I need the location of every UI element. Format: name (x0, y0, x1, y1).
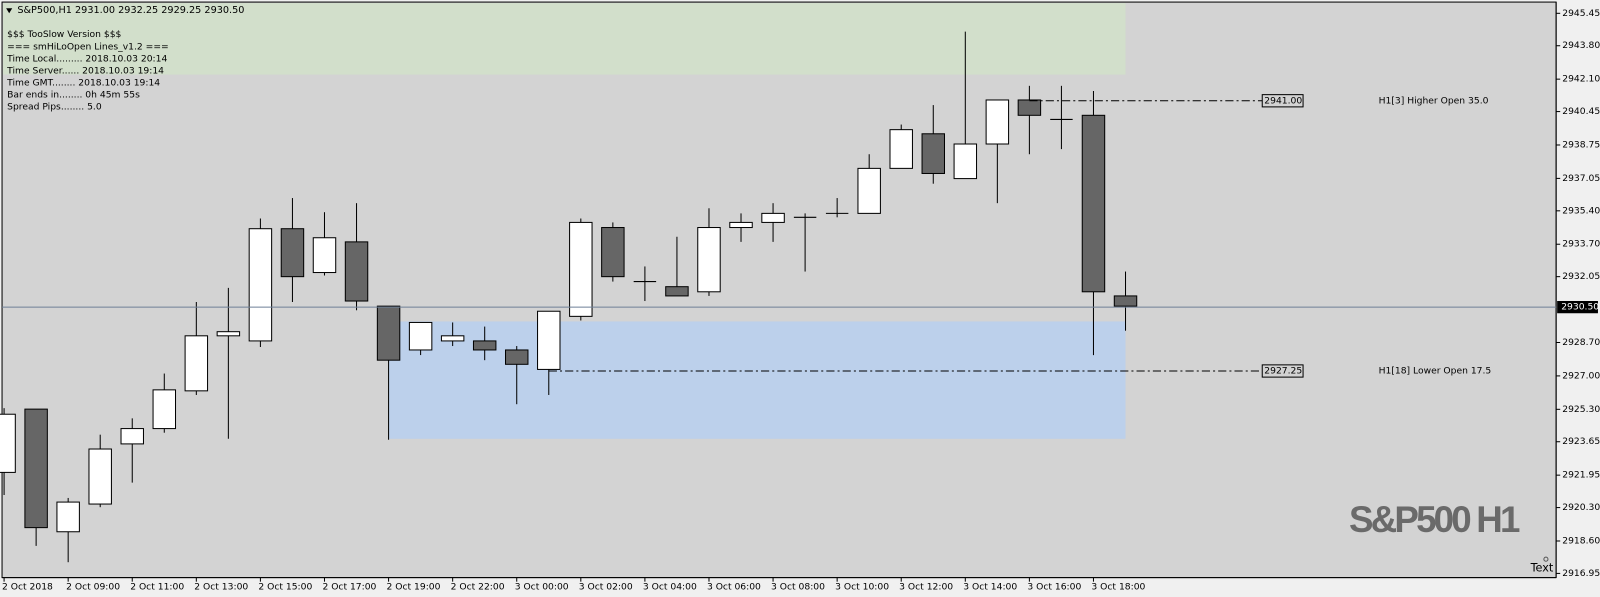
candle-body (216, 331, 241, 337)
info-line: Time Server...... 2018.10.03 19:14 (6, 65, 164, 76)
x-tick-label: 2 Oct 15:00 (258, 581, 312, 592)
current-price-box (1557, 300, 1598, 314)
y-tick-label: 2927.00 (1562, 370, 1600, 381)
candle-body (440, 335, 465, 342)
watermark: S&P500 H1 (1349, 499, 1520, 540)
candle-body (697, 227, 721, 293)
level-label-box (1261, 364, 1304, 378)
candle-body (152, 389, 177, 430)
candle-body (184, 335, 209, 392)
x-tick-label: 3 Oct 18:00 (1091, 581, 1145, 592)
level-label-box (1261, 94, 1304, 108)
current-price-label: 2930.50 (1561, 302, 1599, 313)
y-tick-label: 2935.40 (1562, 205, 1600, 216)
y-tick-label: 2940.45 (1562, 106, 1600, 117)
candle-body (248, 228, 273, 342)
y-tick-label: 2932.05 (1562, 271, 1600, 282)
x-tick-label: 2 Oct 11:00 (130, 581, 184, 592)
x-tick-label: 3 Oct 00:00 (515, 581, 569, 592)
x-tick-label: 3 Oct 08:00 (771, 581, 825, 592)
x-tick-label: 2 Oct 22:00 (451, 581, 505, 592)
candle-body (504, 349, 529, 365)
text-object[interactable]: Text (1530, 561, 1554, 574)
zone (3, 3, 1126, 75)
candle-body (344, 241, 369, 302)
candle-body (889, 129, 913, 169)
candle-body (601, 227, 625, 278)
y-tick-label: 2945.45 (1562, 8, 1600, 19)
candle-body (569, 221, 593, 317)
y-tick-label: 2920.30 (1562, 502, 1600, 513)
candle-body (408, 321, 433, 351)
candle-body (120, 428, 144, 445)
x-tick-label: 2 Oct 13:00 (194, 581, 248, 592)
candle-body (0, 413, 16, 473)
x-tick-label: 3 Oct 02:00 (579, 581, 633, 592)
info-line: Time Local......... 2018.10.03 20:14 (6, 53, 167, 64)
y-tick-label: 2943.80 (1562, 40, 1600, 51)
candle-body (1113, 295, 1138, 307)
level-text: H1[18] Lower Open 17.5 (1379, 365, 1492, 376)
x-tick-label: 2 Oct 09:00 (66, 581, 120, 592)
candle-body (1081, 114, 1106, 293)
candle-body (761, 212, 785, 223)
y-tick-label: 2933.70 (1562, 239, 1600, 250)
candle-body (24, 408, 48, 529)
text-anchor-point[interactable] (1543, 556, 1549, 562)
info-line: Bar ends in........ 0h 45m 55s (7, 89, 140, 100)
level-label: 2927.25 (1264, 365, 1302, 376)
candle-body (665, 286, 689, 297)
x-tick-label: 3 Oct 12:00 (899, 581, 953, 592)
candle-body (280, 228, 305, 278)
x-tick-label: 3 Oct 04:00 (643, 581, 697, 592)
y-tick-label: 2942.10 (1562, 74, 1600, 85)
candle-body (953, 143, 978, 180)
y-tick-label: 2928.70 (1562, 337, 1600, 348)
info-line: Time GMT........ 2018.10.03 19:14 (6, 77, 160, 88)
x-tick-label: 3 Oct 10:00 (835, 581, 889, 592)
candle-body (985, 99, 1010, 145)
x-tick-label: 2 Oct 2018 (2, 581, 53, 592)
candle-body (376, 305, 401, 361)
candle-body (921, 133, 945, 174)
candle-body (537, 310, 561, 370)
zones (3, 3, 1126, 439)
candle-body (857, 167, 881, 214)
chart-header: S&P500,H1 2931.00 2932.25 2929.25 2930.5… (17, 5, 244, 16)
level-text: H1[3] Higher Open 35.0 (1379, 95, 1489, 106)
x-tick-label: 3 Oct 16:00 (1027, 581, 1081, 592)
y-tick-label: 2923.65 (1562, 436, 1600, 447)
candle-body (56, 501, 80, 533)
y-tick-label: 2916.95 (1562, 568, 1600, 579)
y-tick-label: 2937.05 (1562, 173, 1600, 184)
overlays: 2930.50 2941.00 H1[3] Higher Open 35.0 2927… (2, 29, 1599, 378)
candle-body (1017, 99, 1042, 116)
level-label: 2941.00 (1264, 95, 1302, 106)
y-tick-label: 2918.60 (1562, 535, 1600, 546)
y-tick-label: 2938.75 (1562, 139, 1600, 150)
candle-body (729, 221, 753, 229)
menu-arrow[interactable] (6, 8, 13, 14)
x-tick-label: 3 Oct 06:00 (707, 581, 761, 592)
plot-area (1, 1, 1557, 579)
x-tick-label: 2 Oct 19:00 (387, 581, 441, 592)
candle-body (472, 340, 497, 351)
info-line: Spread Pips........ 5.0 (7, 101, 102, 112)
info-line: $$$ TooSlow Version $$$ (7, 29, 121, 40)
x-tick-label: 2 Oct 17:00 (322, 581, 376, 592)
x-tick-label: 3 Oct 14:00 (963, 581, 1017, 592)
candle-body (312, 237, 337, 274)
info-line: === smHiLoOpen Lines_v1.2 === (7, 41, 169, 52)
zone (388, 321, 1126, 439)
candles (0, 31, 1138, 563)
candle-body (88, 448, 112, 505)
y-tick-label: 2921.95 (1562, 470, 1600, 481)
y-tick-label: 2925.30 (1562, 404, 1600, 415)
